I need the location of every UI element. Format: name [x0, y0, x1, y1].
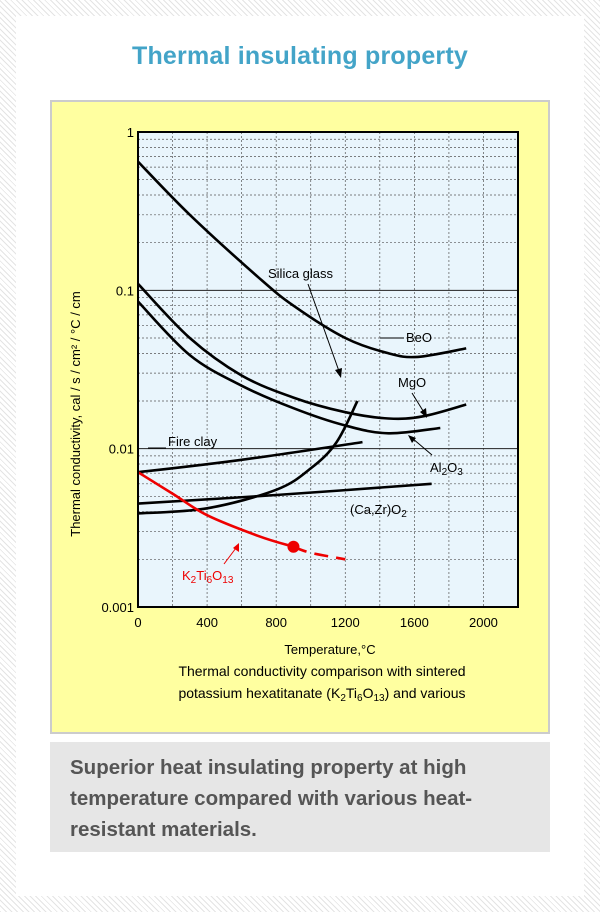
label-mgo: MgO [398, 375, 426, 390]
series-0-line [137, 160, 467, 359]
plot-area [138, 132, 518, 607]
series-5-line [137, 482, 432, 505]
label-ca-zr-o2: (Ca,Zr)O2 [350, 502, 407, 520]
x-tick-label: 0 [134, 615, 141, 630]
series-1-line [137, 282, 467, 421]
series-4-line [137, 440, 363, 474]
plot-border [137, 131, 519, 608]
series-2-line [137, 300, 441, 435]
y-tick-label: 0.01 [109, 442, 134, 457]
grid-minor [138, 132, 518, 607]
arrow-silica-glass [307, 283, 341, 375]
caption-box: Superior heat insulating property at hig… [50, 742, 550, 852]
label-fire-clay: Fire clay [168, 434, 218, 449]
caption-text: Superior heat insulating property at hig… [70, 756, 473, 841]
x-tick-labels: 0 400 800 1200 1600 2000 [134, 615, 498, 630]
arrowhead-k2ti6o13 [233, 543, 239, 552]
series-layer [137, 160, 467, 561]
chart-panel: 0 400 800 1200 1600 2000 0.001 0.01 0.1 1 Silica… [50, 100, 550, 734]
y-axis-label: Thermal conductivity, cal / s / cm² / °C… [68, 291, 83, 537]
series-6-line-solid [137, 471, 294, 549]
y-tick-label: 1 [127, 125, 134, 140]
series-6-marker [287, 540, 300, 553]
grid-major [138, 289, 518, 450]
label-silica-glass: Silica glass [268, 266, 334, 281]
figure-caption-line-1: Thermal conductivity comparison with sin… [178, 663, 465, 679]
label-beo: BeO [406, 330, 432, 345]
y-tick-label: 0.001 [101, 600, 134, 615]
label-al2o3: Al2O3 [430, 460, 463, 478]
x-tick-label: 400 [196, 615, 218, 630]
x-tick-label: 1200 [331, 615, 360, 630]
x-tick-label: 2000 [469, 615, 498, 630]
arrowhead-silica-glass [335, 368, 342, 378]
thermal-conductivity-chart: 0 400 800 1200 1600 2000 0.001 0.01 0.1 1 Silica… [68, 125, 519, 704]
x-axis-label: Temperature,°C [284, 642, 375, 657]
arrowhead-al2o3 [408, 435, 416, 443]
arrow-al2o3 [411, 437, 433, 456]
y-tick-label: 0.1 [116, 283, 134, 298]
y-tick-labels: 0.001 0.01 0.1 1 [101, 125, 134, 615]
figure-caption-line-2: potassium hexatitanate (K2Ti6O13) and va… [178, 685, 465, 704]
x-tick-label: 1600 [400, 615, 429, 630]
page-title: Thermal insulating property [131, 42, 468, 70]
arrowhead-mgo [420, 408, 427, 418]
x-tick-label: 800 [265, 615, 287, 630]
arrow-k2ti6o13 [223, 547, 237, 565]
